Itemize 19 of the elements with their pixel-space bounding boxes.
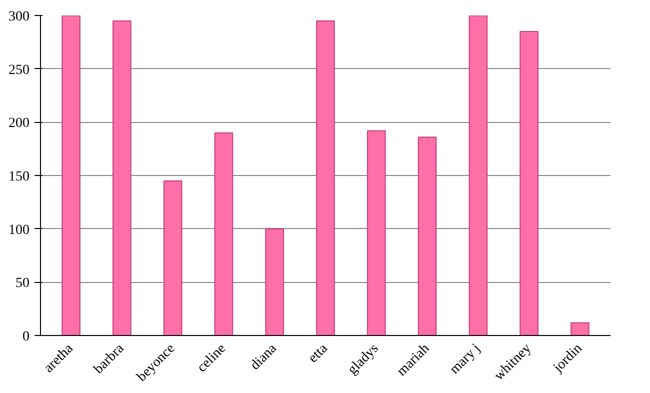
- y-tick-label: 150: [8, 170, 30, 184]
- y-tick-label: 100: [8, 222, 30, 238]
- bar: [418, 136, 437, 336]
- y-tick-label: 0: [22, 330, 30, 344]
- bar: [112, 20, 132, 336]
- bar: [163, 180, 182, 336]
- bar: [520, 31, 538, 336]
- bar: [570, 322, 590, 336]
- bar: [62, 16, 80, 336]
- y-tick-label: 300: [8, 10, 30, 24]
- bar: [468, 16, 488, 336]
- bar: [366, 130, 386, 336]
- y-tick-label: 250: [8, 62, 30, 78]
- y-tick-label: 200: [8, 116, 30, 132]
- y-tick-label: 50: [16, 276, 30, 292]
- x-tick-label: etta: [306, 340, 332, 366]
- bar: [316, 20, 335, 336]
- bar: [265, 228, 284, 336]
- bar: [214, 132, 234, 336]
